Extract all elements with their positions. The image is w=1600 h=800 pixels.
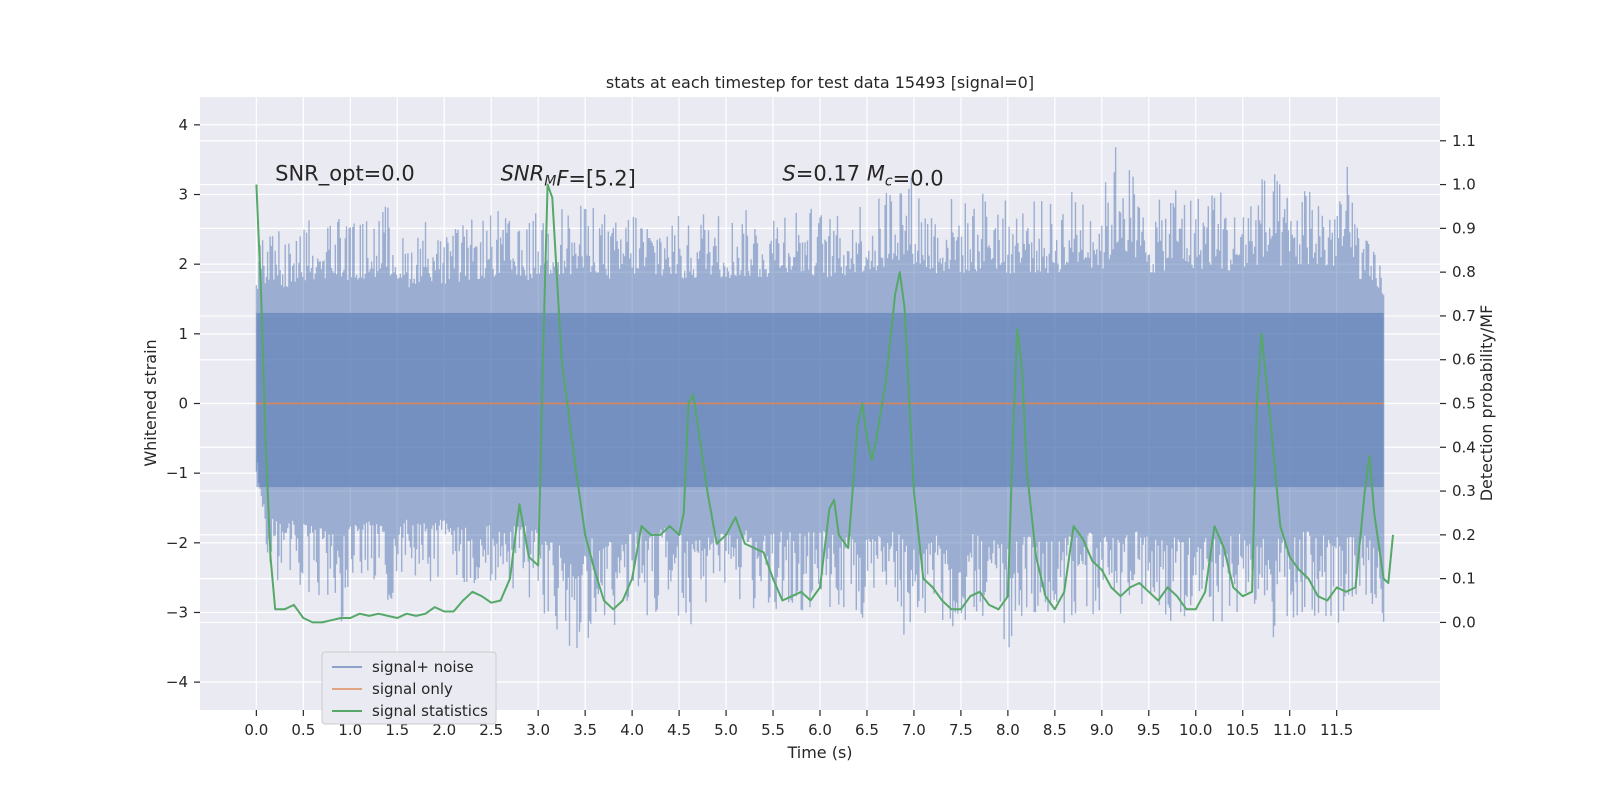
y-right-tick-label-10: 0.1 <box>1452 570 1476 588</box>
x-tick-label-13: 6.5 <box>855 721 879 739</box>
y-right-tick-label-8: 0.3 <box>1452 482 1476 500</box>
y-right-tick-label-3: 0.8 <box>1452 263 1476 281</box>
x-axis-ticks: 0.0 0.5 1.0 1.5 2.0 2.5 3.0 3.5 4.0 4.5 5.0 5.5 6.0 6… <box>244 710 1353 739</box>
y-left-tick-label-2: 2 <box>178 255 188 273</box>
y-right-tick-label-2: 0.9 <box>1452 219 1476 237</box>
y-right-axis-label: Detection probability/MF <box>1477 305 1496 502</box>
annotation-0: SNR_opt=0.0 <box>275 162 415 187</box>
x-tick-label-1: 0.5 <box>291 721 315 739</box>
x-tick-label-12: 6.0 <box>808 721 832 739</box>
y-left-tick-label-4: 0 <box>178 395 188 413</box>
legend-label-1: signal only <box>372 680 453 698</box>
x-tick-label-5: 2.5 <box>479 721 503 739</box>
x-tick-label-0: 0.0 <box>244 721 268 739</box>
signal-statistics-line <box>255 183 1394 624</box>
x-axis-label: Time (s) <box>786 743 852 762</box>
x-tick-label-8: 4.0 <box>620 721 644 739</box>
y-right-tick-label-0: 1.1 <box>1452 132 1476 150</box>
y-left-tick-label-6: −2 <box>166 534 188 552</box>
x-tick-label-7: 3.5 <box>573 721 597 739</box>
annotation-2: S=0.17 Mc=0.0 <box>782 162 943 191</box>
x-tick-label-21: 10.5 <box>1226 721 1259 739</box>
y-right-tick-label-11: 0.0 <box>1452 613 1476 631</box>
x-tick-label-3: 1.5 <box>385 721 409 739</box>
x-tick-label-18: 9.0 <box>1090 721 1114 739</box>
annotation-1: SNRMF=[5.2] <box>501 162 636 191</box>
y-left-axis-label: Whitened strain <box>141 339 160 466</box>
y-left-tick-label-0: 4 <box>178 116 188 134</box>
x-tick-label-6: 3.0 <box>526 721 550 739</box>
legend-label-0: signal+ noise <box>372 658 474 676</box>
series-signal-plus-noise <box>255 147 1385 649</box>
y-right-axis-ticks: 1.1 1.0 0.9 0.8 0.7 0.6 0.5 0.4 0.3 0.2 0.1 0.0 <box>1440 132 1476 631</box>
y-right-tick-label-5: 0.6 <box>1452 351 1476 369</box>
series-signal-statistics <box>255 183 1394 624</box>
x-tick-label-20: 10.0 <box>1179 721 1212 739</box>
y-right-tick-label-4: 0.7 <box>1452 307 1476 325</box>
y-left-tick-label-7: −3 <box>166 603 188 621</box>
y-right-tick-label-9: 0.2 <box>1452 526 1476 544</box>
x-tick-label-23: 11.5 <box>1320 721 1353 739</box>
x-tick-label-9: 4.5 <box>667 721 691 739</box>
x-tick-label-22: 11.0 <box>1273 721 1306 739</box>
legend: signal+ noise signal only signal statistic… <box>321 651 497 725</box>
annotations: SNR_opt=0.0 SNRMF=[5.2] S=0.17 Mc=0.0 <box>275 162 943 191</box>
x-tick-label-16: 8.0 <box>996 721 1020 739</box>
x-tick-label-10: 5.0 <box>714 721 738 739</box>
x-tick-label-11: 5.5 <box>761 721 785 739</box>
x-tick-label-15: 7.5 <box>949 721 973 739</box>
y-left-axis-ticks: 4 3 2 1 0 −1 −2 −3 −4 <box>166 116 200 691</box>
y-left-tick-label-3: 1 <box>178 325 188 343</box>
x-tick-label-14: 7.0 <box>902 721 926 739</box>
x-tick-label-2: 1.0 <box>338 721 362 739</box>
y-right-tick-label-7: 0.4 <box>1452 438 1476 456</box>
chart-title: stats at each timestep for test data 154… <box>606 73 1034 92</box>
y-left-tick-label-5: −1 <box>166 464 188 482</box>
legend-box <box>321 651 497 725</box>
x-tick-label-17: 8.5 <box>1043 721 1067 739</box>
x-tick-label-4: 2.0 <box>432 721 456 739</box>
y-right-tick-label-6: 0.5 <box>1452 395 1476 413</box>
legend-label-2: signal statistics <box>372 702 488 720</box>
y-left-tick-label-1: 3 <box>178 186 188 204</box>
x-tick-label-19: 9.5 <box>1137 721 1161 739</box>
y-right-tick-label-1: 1.0 <box>1452 176 1476 194</box>
noise-trace <box>255 147 1385 649</box>
y-left-tick-label-8: −4 <box>166 673 188 691</box>
